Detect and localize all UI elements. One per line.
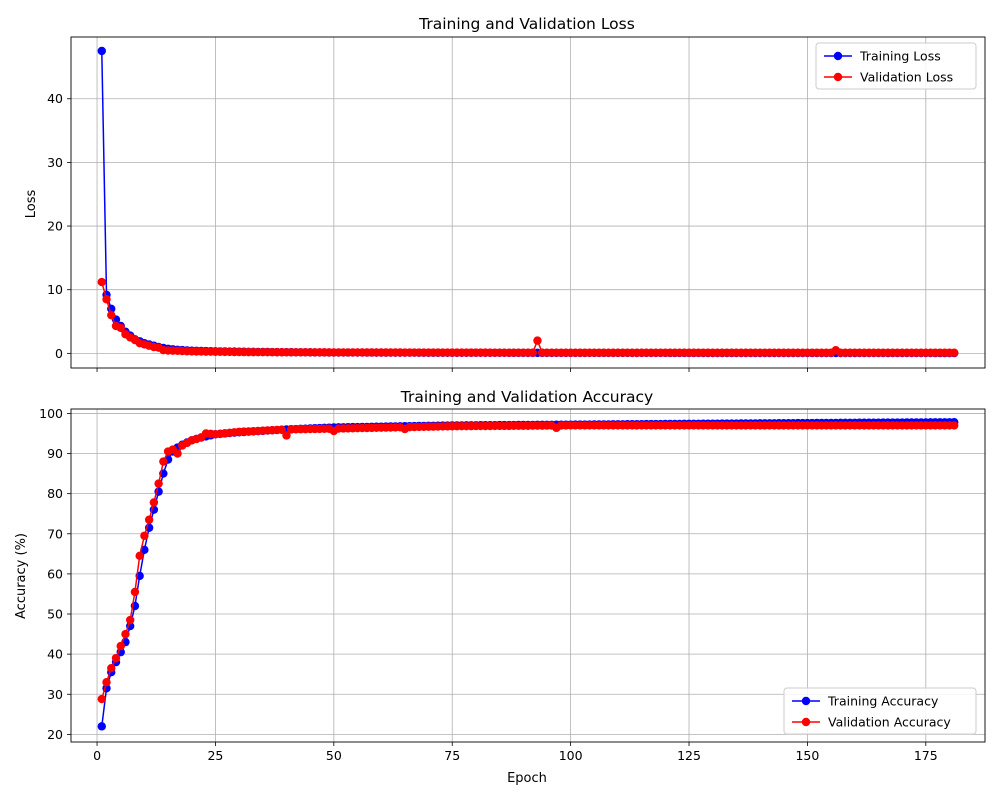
loss-series-0	[97, 46, 959, 358]
accuracy-xtick-label: 50	[326, 748, 342, 763]
accuracy-axes-frame	[70, 408, 986, 743]
loss-legend-label: Validation Loss	[860, 70, 953, 85]
accuracy-ytick-label: 40	[47, 647, 63, 662]
accuracy-xtick-label: 175	[914, 748, 938, 763]
accuracy-ytick-label: 90	[47, 446, 63, 461]
accuracy-series-point	[950, 421, 959, 430]
loss-ytick-label: 0	[55, 346, 63, 361]
accuracy-series-point	[121, 629, 130, 639]
accuracy-legend-marker	[801, 717, 811, 727]
accuracy-legend-label: Validation Accuracy	[828, 715, 951, 730]
accuracy-series-point	[159, 457, 168, 466]
accuracy-ytick-label: 50	[47, 607, 63, 622]
accuracy-series-point	[107, 663, 116, 673]
loss-chart-ylabel: Loss	[24, 190, 39, 219]
accuracy-ytick-label: 30	[47, 687, 63, 702]
accuracy-chart-title: Training and Validation Accuracy	[400, 388, 653, 406]
accuracy-series-point	[144, 515, 154, 524]
loss-legend: Training Loss Validation Loss	[815, 42, 977, 90]
accuracy-series-point	[173, 449, 182, 458]
loss-axes: 0 10 20 30 40	[47, 91, 927, 372]
accuracy-chart-xlabel: Epoch	[507, 771, 547, 786]
accuracy-ytick-label: 60	[47, 566, 63, 581]
accuracy-ytick-label: 80	[47, 486, 63, 501]
accuracy-legend-box	[783, 687, 977, 735]
loss-series-point	[97, 46, 106, 56]
accuracy-series-point	[111, 653, 121, 663]
accuracy-series-point	[277, 425, 286, 434]
loss-chart-title: Training and Validation Loss	[418, 15, 635, 33]
loss-ytick-label: 30	[47, 155, 63, 170]
accuracy-xtick-label: 100	[559, 748, 583, 763]
loss-series-line	[101, 281, 955, 354]
accuracy-series-point	[282, 431, 291, 440]
accuracy-series-point	[102, 678, 111, 687]
accuracy-series-1	[97, 421, 959, 704]
accuracy-grid	[71, 409, 985, 742]
accuracy-series-point	[130, 587, 140, 597]
loss-legend-box	[815, 42, 977, 90]
accuracy-xtick-label: 75	[444, 748, 460, 763]
accuracy-legend-label: Training Accuracy	[827, 694, 939, 709]
loss-series-point	[107, 310, 116, 320]
loss-legend-marker	[833, 51, 843, 61]
loss-ytick-label: 10	[47, 282, 63, 297]
loss-series-point	[950, 348, 959, 357]
accuracy-axes: 0 25 50 75 100 125 150 175 20 30 40 50 60 70 80 90 100	[39, 406, 938, 763]
accuracy-xtick-label: 150	[795, 748, 819, 763]
accuracy-xtick-label: 125	[677, 748, 701, 763]
loss-series-point	[116, 323, 125, 333]
accuracy-series-point	[126, 615, 135, 625]
accuracy-series-point	[154, 479, 163, 488]
accuracy-ytick-label: 20	[47, 727, 63, 742]
accuracy-series-point	[116, 641, 125, 651]
accuracy-legend: Training Accuracy Validation Accuracy	[783, 687, 977, 735]
accuracy-series-point	[97, 694, 106, 704]
accuracy-series-point	[135, 551, 144, 561]
loss-chart: Training and Validation Loss Loss 0 10 20 3…	[24, 15, 986, 372]
accuracy-chart-ylabel: Accuracy (%)	[14, 533, 29, 619]
accuracy-chart: Training and Validation Accuracy Epoch A…	[14, 388, 986, 786]
accuracy-legend-marker	[801, 696, 811, 706]
accuracy-xtick-label: 0	[93, 748, 101, 763]
loss-legend-label: Training Loss	[859, 49, 941, 64]
accuracy-series-point	[97, 722, 106, 731]
loss-series-point	[97, 277, 106, 287]
accuracy-series-point	[149, 498, 159, 507]
loss-ytick-label: 20	[47, 219, 63, 234]
accuracy-ytick-label: 70	[47, 526, 63, 541]
loss-series-1	[97, 277, 959, 357]
accuracy-series-line	[101, 424, 955, 700]
loss-series-point	[528, 348, 537, 357]
loss-series-point	[533, 336, 542, 345]
loss-axes-frame	[70, 36, 986, 369]
accuracy-xtick-label: 25	[207, 748, 223, 763]
loss-legend-marker	[833, 72, 843, 82]
accuracy-series-point	[140, 531, 149, 540]
loss-series-line	[101, 50, 955, 354]
loss-ytick-label: 40	[47, 91, 63, 106]
accuracy-ytick-label: 100	[39, 406, 63, 421]
loss-series-point	[102, 295, 111, 304]
